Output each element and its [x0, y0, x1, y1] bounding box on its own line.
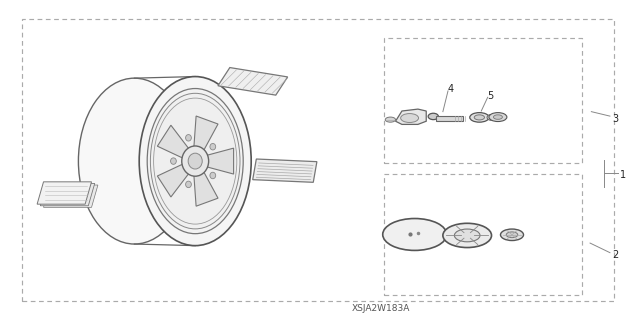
Polygon shape — [194, 116, 218, 151]
Circle shape — [506, 232, 518, 238]
Ellipse shape — [170, 158, 177, 164]
Ellipse shape — [140, 77, 252, 246]
Ellipse shape — [79, 78, 191, 244]
Bar — [384, 38, 582, 163]
Circle shape — [493, 115, 502, 119]
Polygon shape — [37, 182, 92, 204]
Polygon shape — [396, 109, 426, 124]
Text: 5: 5 — [488, 91, 494, 101]
Bar — [22, 19, 614, 301]
Circle shape — [500, 229, 524, 241]
Circle shape — [385, 117, 396, 122]
Ellipse shape — [210, 172, 216, 179]
Ellipse shape — [470, 113, 489, 122]
Text: 4: 4 — [448, 84, 454, 94]
Ellipse shape — [150, 93, 240, 229]
Polygon shape — [44, 185, 98, 207]
Polygon shape — [207, 148, 234, 174]
Polygon shape — [157, 164, 189, 197]
Bar — [218, 68, 287, 95]
Ellipse shape — [186, 135, 191, 141]
Circle shape — [443, 223, 492, 248]
Ellipse shape — [210, 144, 216, 150]
Ellipse shape — [428, 113, 438, 120]
Circle shape — [401, 114, 419, 122]
Text: XSJA2W183A: XSJA2W183A — [351, 304, 410, 313]
Text: 3: 3 — [612, 114, 618, 124]
Ellipse shape — [487, 115, 495, 120]
FancyBboxPatch shape — [436, 116, 463, 121]
Circle shape — [489, 113, 507, 122]
Text: 1: 1 — [620, 170, 626, 181]
Polygon shape — [157, 125, 189, 158]
Polygon shape — [194, 172, 218, 206]
Polygon shape — [40, 183, 95, 206]
Bar — [384, 174, 582, 295]
Circle shape — [383, 219, 447, 250]
Bar — [253, 159, 317, 182]
Ellipse shape — [186, 181, 191, 188]
Ellipse shape — [154, 98, 237, 224]
Ellipse shape — [182, 146, 209, 176]
Ellipse shape — [147, 88, 243, 234]
Text: 2: 2 — [612, 250, 618, 260]
Circle shape — [454, 229, 480, 242]
Ellipse shape — [474, 115, 484, 120]
Ellipse shape — [188, 153, 202, 169]
